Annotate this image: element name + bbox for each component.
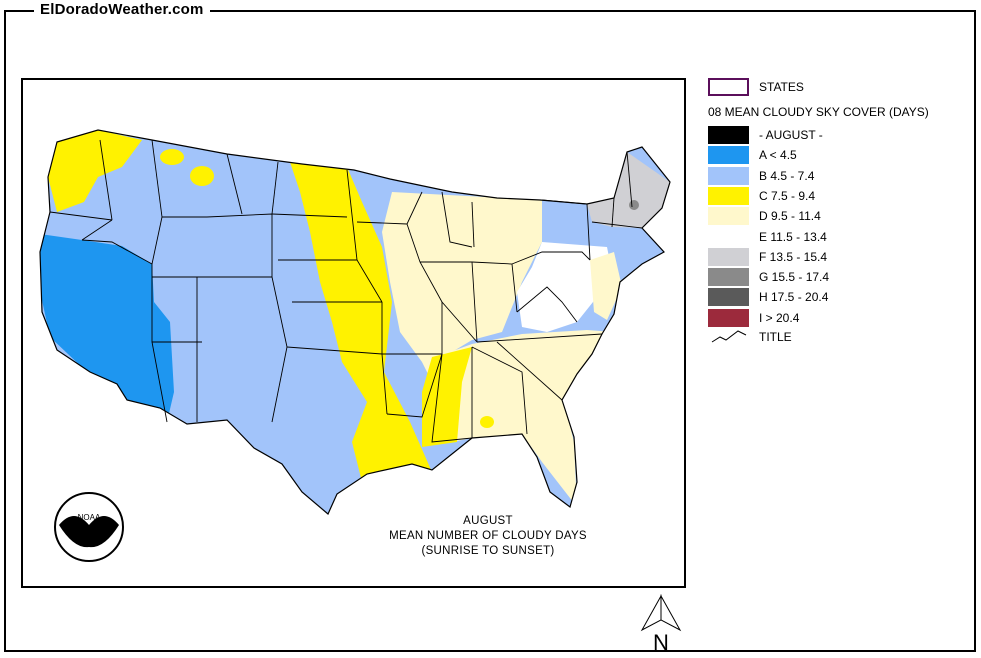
map-panel: NOAA AUGUST MEAN NUMBER OF CLOUDY DAYS (… [21, 78, 686, 588]
zone-d-east-coast [590, 252, 622, 320]
north-label: N [653, 630, 669, 654]
zone-d-southeast [422, 330, 614, 507]
legend-item-label: F 13.5 - 15.4 [759, 249, 828, 264]
zone-c-georgia [480, 416, 494, 428]
legend-swatch [708, 288, 749, 307]
north-arrow-icon: N [640, 594, 682, 654]
legend-swatch [708, 247, 749, 266]
legend-title[interactable]: TITLE [708, 328, 792, 346]
legend-swatch [708, 126, 749, 144]
zone-e-appalachia [517, 242, 612, 332]
zone-c-montana [190, 166, 214, 186]
legend-item-label: I > 20.4 [759, 310, 800, 325]
legend-item-label: G 15.5 - 17.4 [759, 270, 830, 285]
legend-swatch [708, 146, 749, 165]
state-borders [39, 129, 671, 515]
legend-states-label: STATES [759, 80, 804, 94]
map-caption: AUGUST MEAN NUMBER OF CLOUDY DAYS (SUNRI… [363, 514, 613, 559]
legend-swatch [708, 166, 749, 185]
legend-item-label: C 7.5 - 9.4 [759, 188, 816, 203]
noaa-logo: NOAA [54, 492, 124, 562]
legend-swatch [708, 308, 749, 327]
zone-f-new-england [587, 152, 670, 228]
zone-d-midwest [382, 192, 542, 382]
zone-a-southwest [40, 234, 174, 422]
site-title[interactable]: ElDoradoWeather.com [34, 1, 210, 19]
map-frame [4, 10, 976, 652]
us-map [39, 129, 671, 515]
legend-swatch [708, 207, 749, 226]
noaa-logo-text: NOAA [78, 513, 101, 522]
legend-swatch [708, 227, 749, 246]
zone-c-central [290, 162, 432, 482]
legend-item-label: A < 4.5 [759, 148, 797, 163]
zone-c-northwest [48, 130, 142, 212]
climate-zones [40, 130, 670, 514]
legend-swatch [708, 268, 749, 287]
legend-item-label: H 17.5 - 20.4 [759, 290, 829, 305]
legend-item-label: - AUGUST - [759, 128, 823, 142]
zone-c-idaho [160, 149, 184, 165]
caption-month: AUGUST [463, 515, 513, 527]
legend-header: 08 MEAN CLOUDY SKY COVER (DAYS) [708, 105, 929, 119]
caption-subtitle: (SUNRISE TO SUNSET) [421, 545, 555, 557]
legend-states-swatch [708, 78, 749, 96]
legend-item-label: D 9.5 - 11.4 [759, 209, 821, 224]
legend-item-label: B 4.5 - 7.4 [759, 168, 815, 183]
caption-title: MEAN NUMBER OF CLOUDY DAYS [389, 530, 587, 542]
zone-g-spot [629, 200, 639, 210]
legend-item-label: E 11.5 - 13.4 [759, 229, 827, 244]
legend-swatch [708, 186, 749, 205]
polyline-icon [711, 330, 747, 343]
legend-title-label: TITLE [759, 330, 792, 344]
